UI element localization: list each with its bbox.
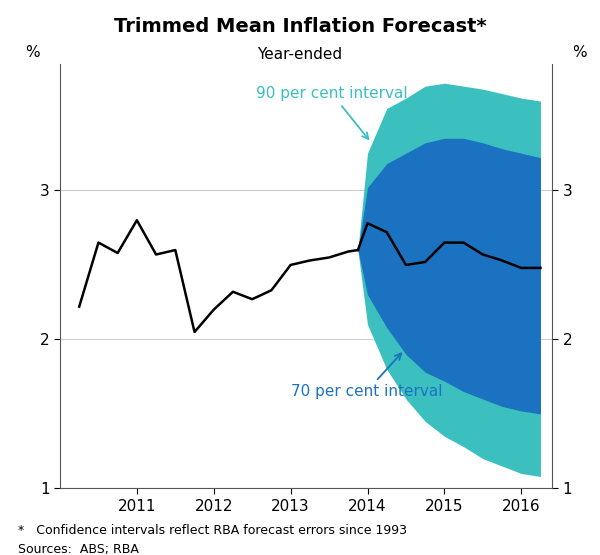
Text: %: % xyxy=(26,44,40,59)
Text: Sources:  ABS; RBA: Sources: ABS; RBA xyxy=(18,543,139,555)
Text: 70 per cent interval: 70 per cent interval xyxy=(290,354,442,399)
Text: %: % xyxy=(572,44,586,59)
Text: *   Confidence intervals reflect RBA forecast errors since 1993: * Confidence intervals reflect RBA forec… xyxy=(18,524,407,537)
Text: Year-ended: Year-ended xyxy=(257,47,343,62)
Text: Trimmed Mean Inflation Forecast*: Trimmed Mean Inflation Forecast* xyxy=(113,17,487,36)
Text: 90 per cent interval: 90 per cent interval xyxy=(256,86,407,139)
